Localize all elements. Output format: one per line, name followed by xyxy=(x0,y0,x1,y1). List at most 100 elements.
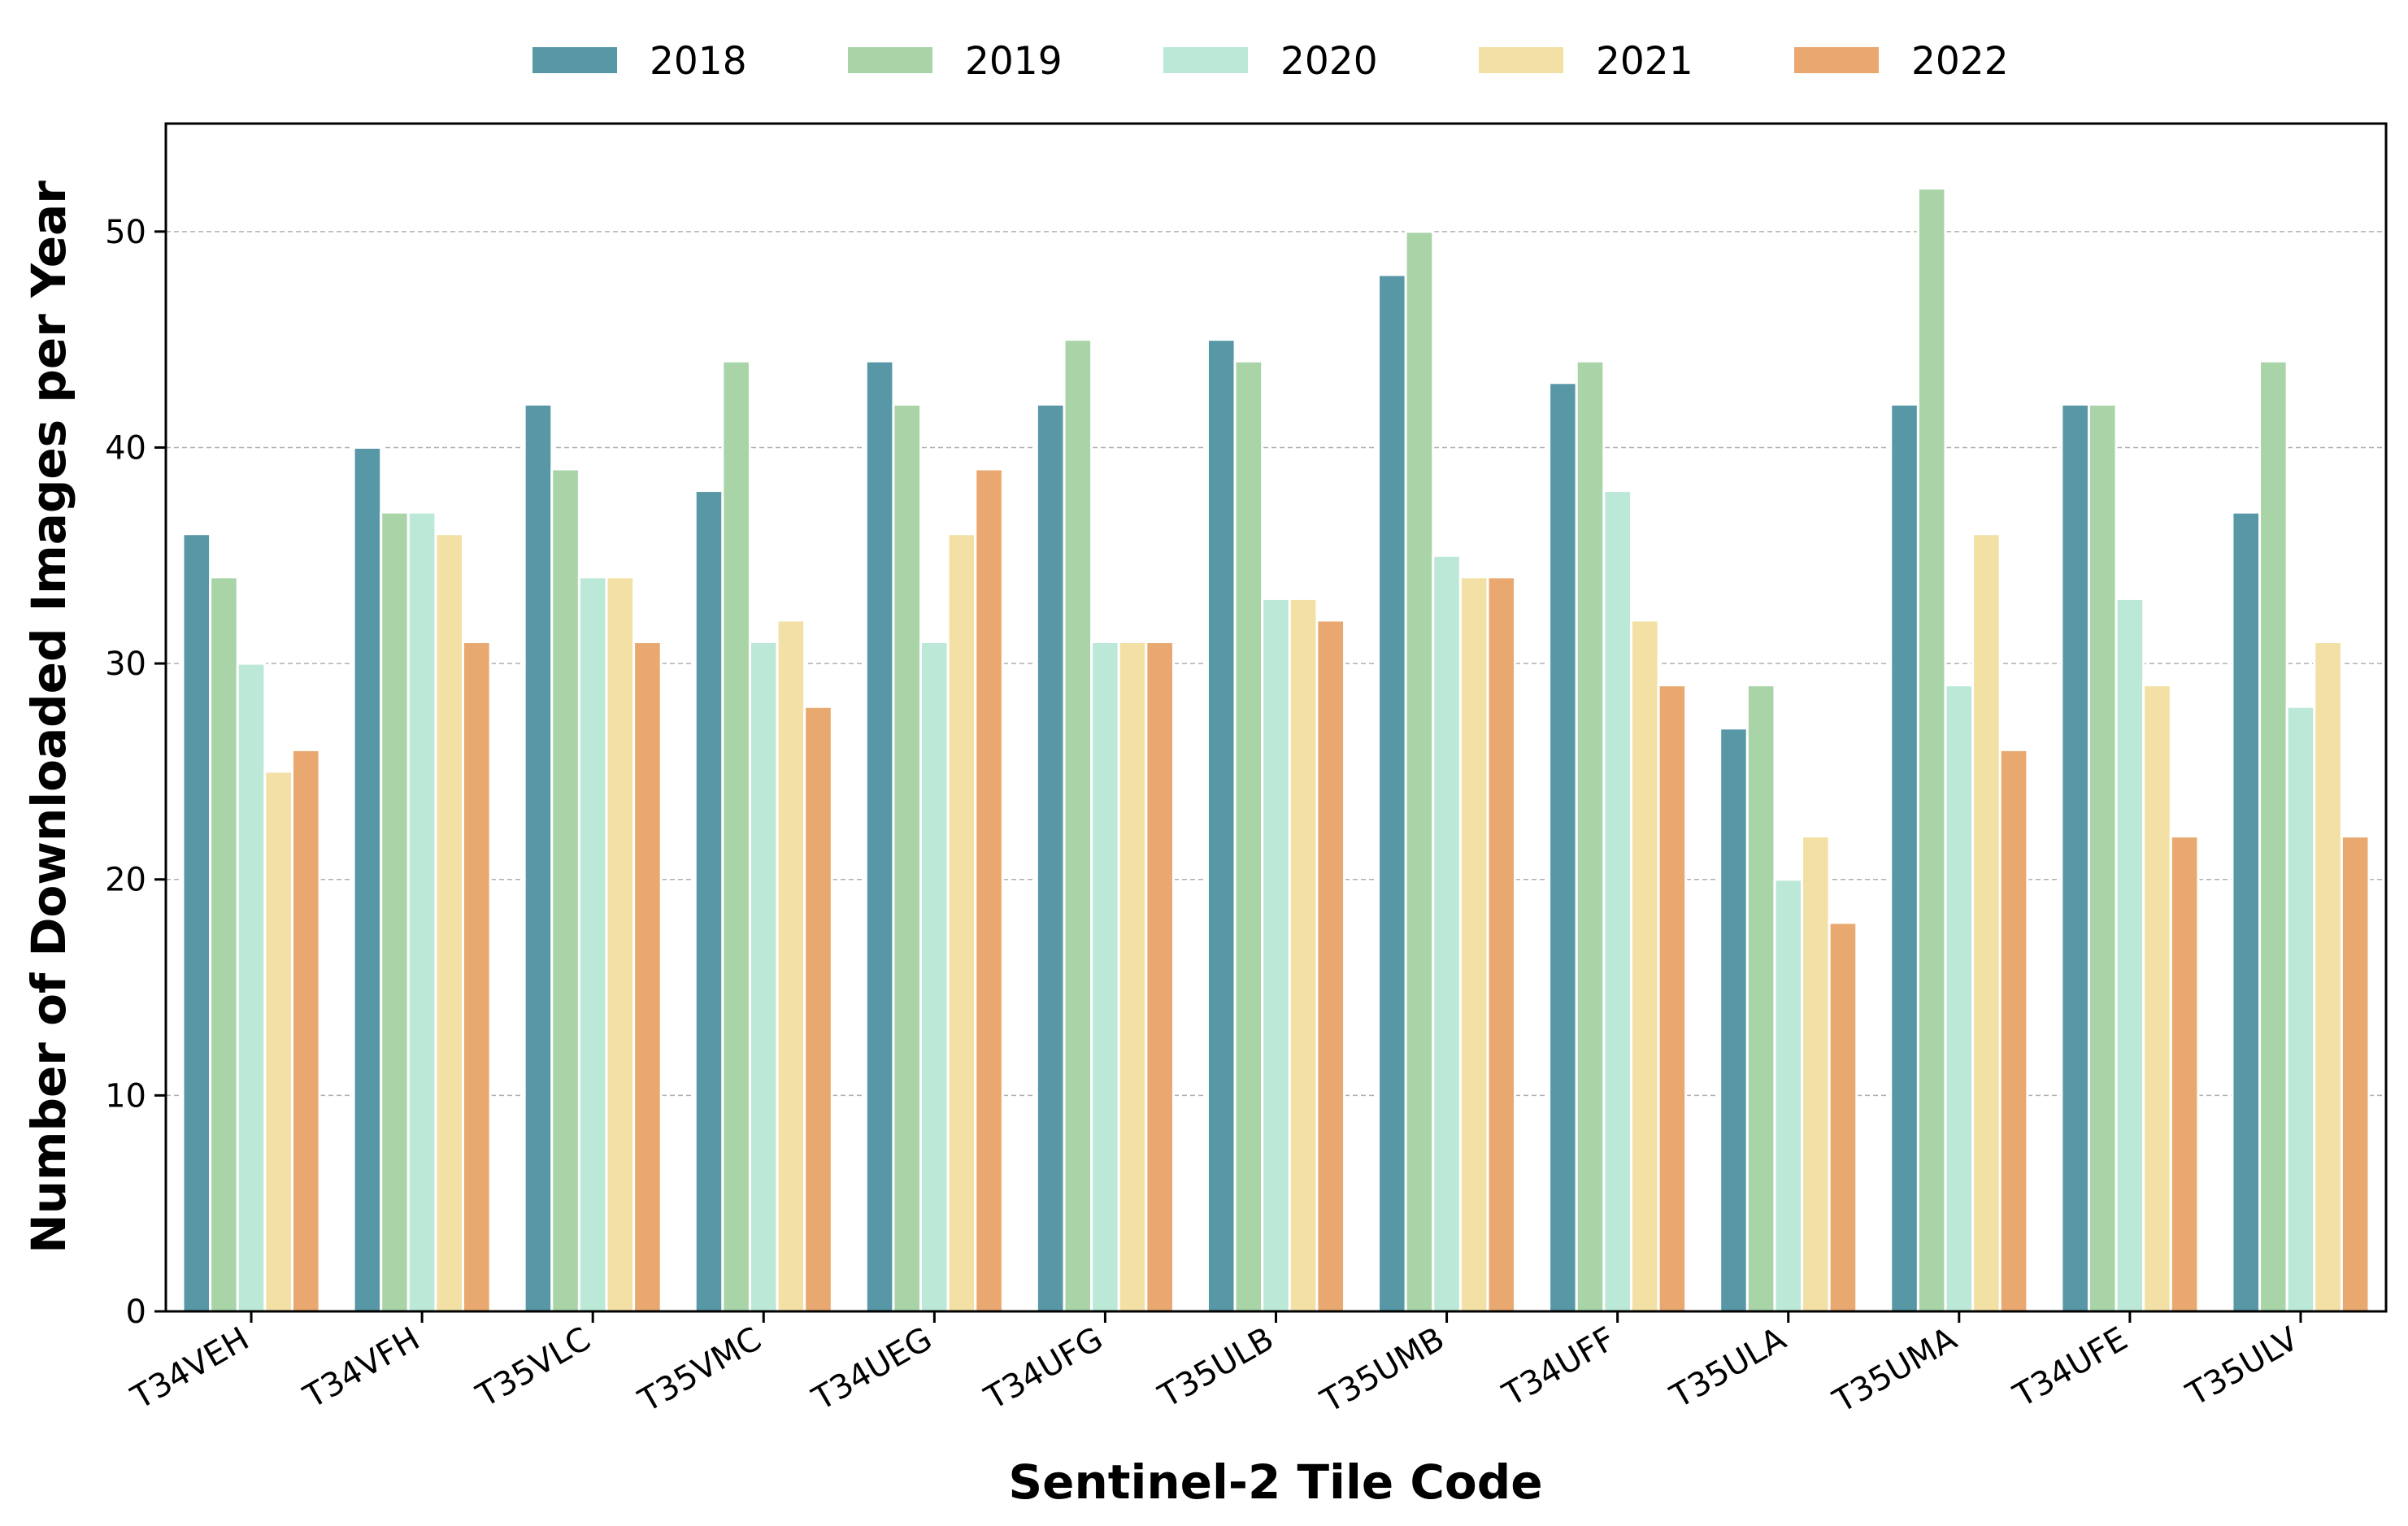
bar-2018-T34UFG xyxy=(1035,402,1066,1313)
bar-2019-T35UMA xyxy=(1916,187,1947,1313)
bar-2020-T35VMC xyxy=(748,641,779,1313)
y-tick-label: 0 xyxy=(126,1293,146,1331)
bar-2021-T34UFF xyxy=(1629,619,1660,1313)
bar-2022-T35UMA xyxy=(1998,748,2029,1313)
y-tick-label: 30 xyxy=(105,646,146,683)
bar-2019-T34UEG xyxy=(892,402,923,1313)
bar-2018-T35VLC xyxy=(523,402,554,1313)
y-tick-label: 50 xyxy=(105,214,146,251)
bar-2020-T35ULV xyxy=(2285,705,2316,1313)
x-tick-label: T34VEH xyxy=(124,1320,255,1417)
bar-2021-T34VFH xyxy=(434,533,465,1313)
y-tick-label: 20 xyxy=(105,862,146,899)
bar-2020-T35VLC xyxy=(577,576,608,1313)
bar-2022-T34VEH xyxy=(290,748,321,1313)
legend-swatch-2019 xyxy=(848,47,932,73)
bar-2019-T35VLC xyxy=(550,467,580,1313)
bar-2019-T35UMB xyxy=(1404,230,1435,1313)
bar-2022-T34UEG xyxy=(974,467,1004,1313)
bar-2018-T35ULA xyxy=(1719,727,1749,1313)
legend: 2018 2019 2020 2021 2022 xyxy=(532,39,2009,84)
x-tick-label: T35ULV xyxy=(2180,1320,2305,1415)
y-axis-title: Number of Downloaded Images per Year xyxy=(21,180,76,1254)
bar-2020-T34VFH xyxy=(406,511,437,1313)
bar-2018-T35UMA xyxy=(1889,402,1919,1313)
legend-label-2022: 2022 xyxy=(1911,39,2009,84)
bar-2022-T34UFF xyxy=(1657,684,1688,1313)
bar-2019-T35VMC xyxy=(721,359,751,1313)
bar-2021-T35VLC xyxy=(605,576,636,1313)
bar-2020-T35UMB xyxy=(1432,554,1462,1313)
bar-2018-T34UFF xyxy=(1548,381,1578,1313)
bar-2019-T34VEH xyxy=(209,576,239,1313)
bar-2021-T34UFE xyxy=(2142,684,2172,1313)
bar-2021-T35ULB xyxy=(1288,597,1319,1313)
bar-2020-T35ULB xyxy=(1261,597,1291,1313)
bar-2022-T35UMB xyxy=(1486,576,1517,1313)
bar-2020-T34UFE xyxy=(2115,597,2145,1313)
bar-2021-T35ULV xyxy=(2313,641,2343,1313)
y-tick-label: 40 xyxy=(105,429,146,467)
bar-2020-T35ULA xyxy=(1773,878,1804,1313)
bar-2019-T34UFG xyxy=(1063,338,1093,1313)
bar-2019-T34UFE xyxy=(2087,402,2118,1313)
bar-2021-T34UEG xyxy=(946,533,977,1313)
y-tick-label: 10 xyxy=(105,1077,146,1115)
bar-2022-T34UFE xyxy=(2169,835,2200,1313)
x-tick-label: T34UEG xyxy=(806,1320,938,1419)
bar-2020-T34UEG xyxy=(919,641,950,1313)
bar-2022-T35VMC xyxy=(803,705,833,1313)
x-axis-title: Sentinel-2 Tile Code xyxy=(1008,1454,1542,1510)
bar-2020-T34VEH xyxy=(236,662,267,1313)
bar-2018-T35ULB xyxy=(1206,338,1237,1313)
x-tick-label: T34VFH xyxy=(297,1320,426,1416)
legend-swatch-2022 xyxy=(1794,47,1879,73)
bar-2020-T34UFF xyxy=(1602,489,1632,1313)
bar-2019-T35ULA xyxy=(1745,684,1776,1313)
x-axis: T34VEH T34VFH T35VLC T35VMC T34UEG T34UFG T35U… xyxy=(124,1311,2306,1421)
bar-2019-T34VFH xyxy=(380,511,410,1313)
bar-2021-T35ULA xyxy=(1801,835,1831,1313)
bar-2018-T35UMB xyxy=(1377,273,1407,1313)
bar-2018-T34VEH xyxy=(181,533,212,1313)
legend-swatch-2020 xyxy=(1163,47,1248,73)
bar-2018-T35VMC xyxy=(693,489,724,1313)
bar-2020-T34UFG xyxy=(1090,641,1120,1313)
bar-2019-T35ULV xyxy=(2258,359,2288,1313)
legend-label-2019: 2019 xyxy=(965,39,1063,84)
legend-label-2021: 2021 xyxy=(1596,39,1693,84)
x-tick-label: T35ULA xyxy=(1663,1320,1793,1416)
bar-2021-T35UMA xyxy=(1971,533,2002,1313)
bar-2021-T35VMC xyxy=(776,619,806,1313)
bar-2022-T35ULA xyxy=(1828,921,1858,1313)
bars xyxy=(181,187,2371,1313)
bar-2019-T34UFF xyxy=(1575,359,1606,1313)
x-tick-label: T35ULB xyxy=(1152,1320,1280,1416)
legend-swatch-2018 xyxy=(532,47,617,73)
bar-2021-T34UFG xyxy=(1117,641,1148,1313)
bar-2022-T34VFH xyxy=(462,641,492,1313)
legend-swatch-2021 xyxy=(1479,47,1563,73)
x-tick-label: T34UFF xyxy=(1496,1320,1621,1415)
x-tick-label: T35UMB xyxy=(1314,1320,1450,1421)
bar-2019-T35ULB xyxy=(1233,359,1264,1313)
bar-2022-T35ULB xyxy=(1315,619,1346,1313)
legend-label-2018: 2018 xyxy=(650,39,747,84)
bar-2018-T34VFH xyxy=(352,446,383,1313)
bar-2022-T35ULV xyxy=(2340,835,2371,1313)
x-tick-label: T35VMC xyxy=(632,1320,767,1420)
legend-label-2020: 2020 xyxy=(1280,39,1378,84)
x-tick-label: T34UFE xyxy=(2007,1320,2134,1415)
bar-2018-T34UFE xyxy=(2060,402,2090,1313)
bar-2020-T35UMA xyxy=(1944,684,1975,1313)
bar-2022-T34UFG xyxy=(1145,641,1175,1313)
bar-2018-T34UEG xyxy=(864,359,895,1313)
y-axis: 0 10 20 30 40 50 xyxy=(105,214,166,1331)
x-tick-label: T35VLC xyxy=(470,1320,597,1415)
bar-2021-T34VEH xyxy=(263,770,293,1313)
bar-2021-T35UMB xyxy=(1458,576,1489,1313)
bar-2018-T35ULV xyxy=(2231,511,2262,1313)
bar-2022-T35VLC xyxy=(632,641,663,1313)
x-tick-label: T35UMA xyxy=(1827,1320,1964,1421)
